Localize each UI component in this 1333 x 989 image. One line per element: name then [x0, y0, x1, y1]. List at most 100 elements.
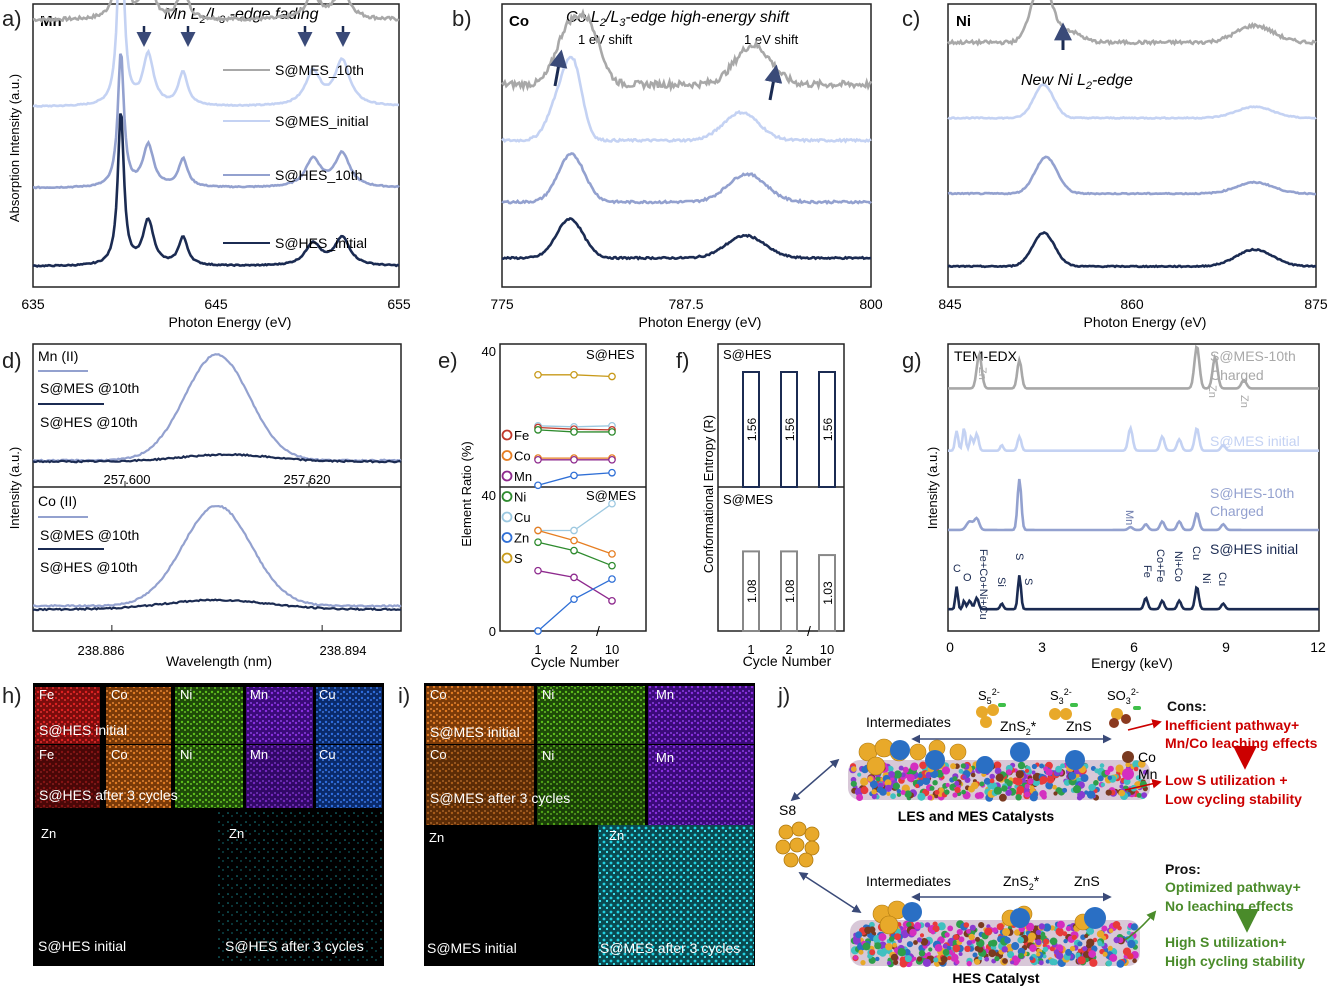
catalyst-bead — [1127, 939, 1136, 949]
catalyst-bead — [906, 941, 914, 948]
panel-a-frame — [32, 3, 400, 288]
legend-g-2: S@MES initial — [1210, 433, 1300, 449]
catalyst-bead — [1004, 778, 1010, 784]
catalyst-bead — [919, 933, 925, 938]
panel-j: S8 S52- S32- SO32- Intermediates ZnS2* Z… — [775, 687, 1318, 986]
panel-c-xlabel: Photon Energy (eV) — [1084, 314, 1207, 330]
bar-label-f-1-0: 1.08 — [745, 579, 759, 603]
catalyst-bead — [874, 942, 882, 950]
catalyst-bead — [984, 956, 990, 962]
catalyst-bead — [857, 772, 862, 777]
svg-text:Low S utilization +: Low S utilization + — [1165, 772, 1288, 788]
catalyst-bead — [1034, 933, 1042, 941]
catalyst-bead — [1094, 768, 1100, 774]
catalyst-bead — [1002, 958, 1008, 964]
panel-g-title: TEM-EDX — [954, 348, 1018, 364]
catalyst-bead — [860, 960, 866, 966]
xtick-e-0: 1 — [534, 642, 541, 657]
catalyst-bead — [896, 789, 901, 794]
catalyst-bead — [1029, 793, 1038, 802]
panel-a-arrows — [136, 26, 351, 47]
catalyst-bead — [929, 785, 935, 791]
catalyst-bead — [971, 781, 979, 790]
panel-b-curves — [500, 8, 873, 261]
legend-a-3: S@HES_10th — [275, 167, 362, 183]
catalyst-bead — [1133, 766, 1139, 772]
catalyst-bead — [1093, 780, 1099, 786]
catalyst-bead — [1135, 775, 1141, 781]
catalyst-bead — [853, 955, 858, 960]
panel-c: Ni New Ni L2-edge 845 860 875 Photon Ene… — [938, 0, 1328, 330]
series-s-mes-10th — [946, 0, 1317, 47]
catalyst-bead — [1136, 792, 1142, 798]
catalyst-bead — [1055, 927, 1064, 936]
series-s-hes-initial — [948, 575, 1319, 611]
catalyst-bead — [952, 792, 958, 798]
panel-label-c: c) — [902, 6, 920, 31]
catalyst-bead — [893, 959, 899, 966]
series-s-hes-initial — [947, 231, 1317, 269]
catalyst-bead — [995, 773, 1004, 782]
catalyst-bead — [1011, 955, 1019, 962]
catalyst-bead — [1112, 921, 1121, 929]
series-s-mes-initial — [947, 83, 1317, 120]
catalyst-bead — [886, 961, 892, 966]
catalyst-bead — [850, 780, 857, 787]
pk-mn: Mn — [1123, 510, 1135, 525]
catalyst-bead — [1032, 772, 1042, 782]
point-e-0-ni-2 — [608, 428, 616, 436]
catalyst-bead — [850, 766, 857, 772]
catalyst-bead — [974, 945, 980, 952]
pk-zn-2: Zn — [1206, 385, 1218, 398]
catalyst-bead — [954, 787, 961, 794]
catalyst-bead — [1035, 939, 1042, 946]
series-s-hes-initial — [501, 216, 872, 261]
xtick-d-1: 257.620 — [284, 472, 331, 487]
pk-o: O — [963, 572, 972, 584]
series-d-0-s-hes-10th — [32, 452, 402, 464]
j-bot-intermediates: Intermediates — [866, 873, 951, 889]
legend-e-label-fe: Fe — [514, 428, 529, 443]
panel-c-curves — [946, 0, 1317, 269]
catalyst-bead — [922, 777, 931, 785]
catalyst-bead — [1038, 923, 1046, 930]
catalyst-bead — [979, 781, 985, 787]
catalyst-bead — [1025, 922, 1035, 932]
catalyst-bead — [990, 939, 998, 947]
catalyst-bead — [1089, 958, 1098, 967]
panel-d-xticks: 257.600 257.620 238.886 238.894 — [78, 472, 367, 658]
pk-fecrnicu: Fe+Co+Ni+Cu — [977, 549, 989, 620]
j-s8-cluster — [775, 821, 820, 868]
catalyst-bead — [972, 952, 978, 958]
catalyst-bead — [950, 953, 959, 962]
catalyst-bead — [913, 940, 918, 945]
legend-e-marker-s — [501, 552, 513, 564]
legend-g-1: S@MES-10th — [1210, 348, 1296, 364]
catalyst-bead — [904, 955, 912, 963]
catalyst-bead — [888, 771, 895, 778]
i-caption-2: S@MES after 3 cycles — [430, 790, 570, 806]
panel-d-legend-hes-2: S@HES @10th — [40, 559, 138, 575]
catalyst-bead — [1049, 958, 1057, 966]
catalyst-bead — [909, 928, 917, 937]
pk-zn-1: Zn — [976, 367, 988, 380]
panel-i-labels: Co Ni Mn S@MES initial Co Ni Mn S@MES af… — [427, 687, 740, 956]
j-top-intermediates: Intermediates — [866, 714, 951, 730]
catalyst-bead — [917, 792, 926, 801]
catalyst-bead — [947, 955, 952, 961]
panel-label-h: h) — [2, 683, 22, 708]
panel-d-legend-bottom: Co (II) S@MES @10th S@HES @10th — [38, 493, 139, 575]
catalyst-bead — [1109, 953, 1118, 962]
point-e-0-ni-0 — [534, 426, 542, 434]
xtick-a-1: 645 — [204, 296, 228, 312]
pk-cu-2: Cu — [1216, 572, 1228, 586]
catalyst-bead — [1065, 948, 1073, 956]
i-co-2: Co — [430, 747, 447, 762]
j-bot-catalyst — [850, 900, 1140, 968]
bar-f-1-2 — [818, 554, 836, 632]
xtick-b-2: 800 — [859, 296, 883, 312]
catalyst-bead — [947, 925, 954, 932]
series-s-hes-10th — [947, 155, 1317, 196]
catalyst-bead — [869, 780, 878, 789]
panel-a-title: Mn L2/L3 -edge fading — [164, 6, 319, 26]
